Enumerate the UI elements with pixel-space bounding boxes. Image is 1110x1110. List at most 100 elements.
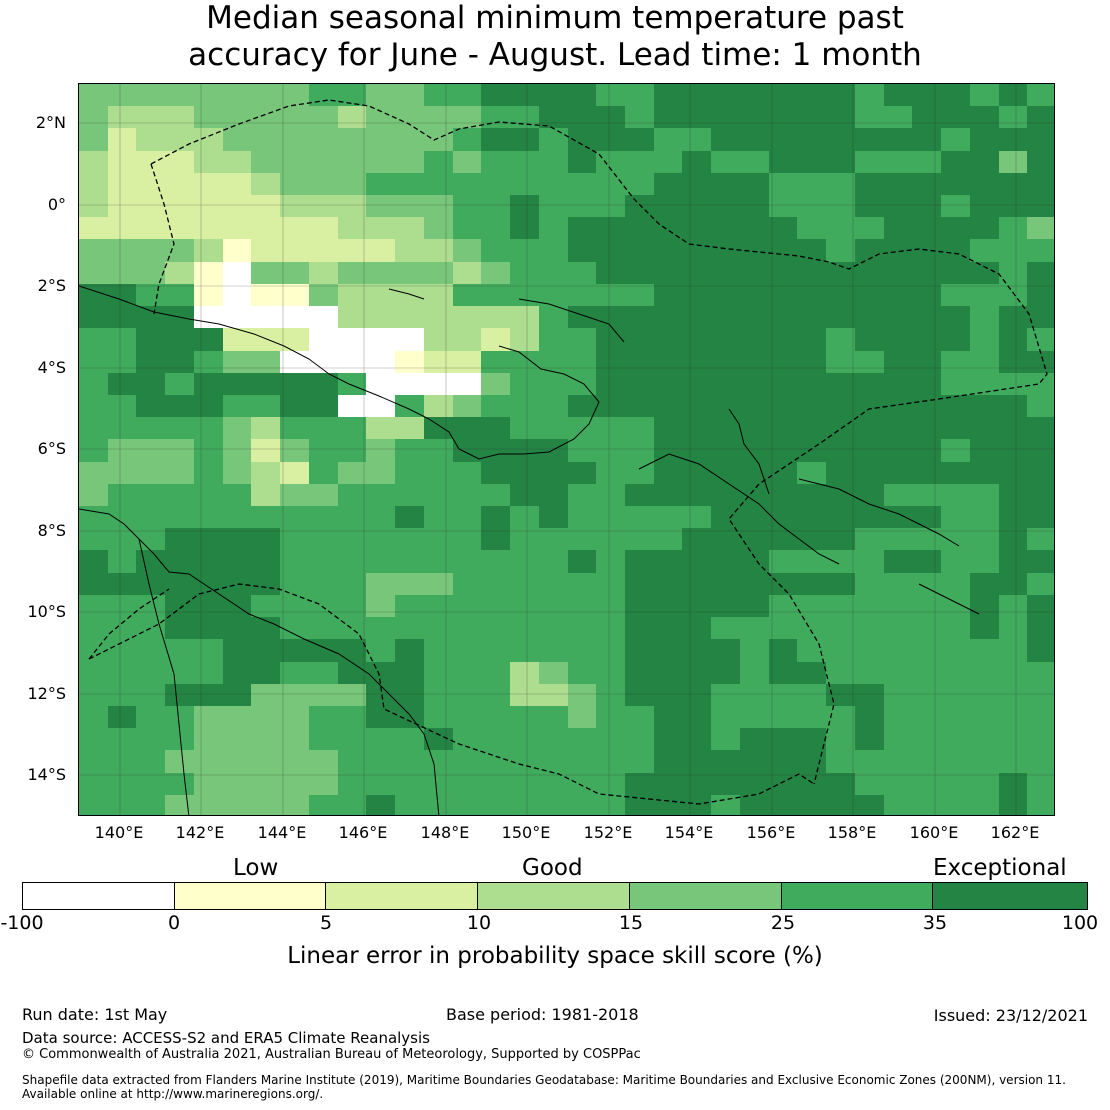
grid-cell <box>222 772 252 796</box>
grid-cell <box>366 772 396 796</box>
grid-cell <box>624 128 655 152</box>
grid-cell <box>222 372 252 396</box>
grid-cell <box>79 594 109 618</box>
grid-cell <box>739 128 770 152</box>
grid-cell <box>711 394 741 418</box>
grid-cell <box>711 617 741 640</box>
grid-cell <box>883 572 913 596</box>
grid-cell <box>1027 306 1054 329</box>
grid-cell <box>280 661 310 685</box>
grid-cell <box>165 417 195 440</box>
grid-cell <box>165 705 195 729</box>
grid-cell <box>596 617 626 640</box>
graticule <box>79 84 1054 815</box>
grid-cell <box>165 661 195 685</box>
grid-cell <box>366 439 396 463</box>
grid-cell <box>826 728 856 751</box>
grid-cell <box>222 794 252 815</box>
grid-cell <box>854 417 885 440</box>
grid-cell <box>481 794 511 815</box>
grid-cell <box>596 394 626 418</box>
grid-cell <box>308 506 339 529</box>
grid-cell <box>222 528 252 552</box>
grid-cell <box>624 528 655 552</box>
grid-cell <box>969 594 1000 618</box>
grid-cell <box>596 172 626 196</box>
grid-cell <box>624 172 655 196</box>
grid-cell <box>107 661 138 685</box>
grid-cell <box>969 217 1000 241</box>
grid-cell <box>826 394 856 418</box>
grid-cell <box>280 461 310 485</box>
grid-cell <box>165 439 195 463</box>
grid-cell <box>624 550 655 574</box>
grid-cell <box>596 128 626 152</box>
colorbar-tick: 100 <box>1061 912 1099 934</box>
grid-cell <box>941 594 971 618</box>
grid-cell <box>567 306 597 329</box>
grid-cell <box>768 150 798 174</box>
grid-cell <box>510 128 540 152</box>
grid-cell <box>826 639 856 663</box>
grid-cell <box>251 261 281 285</box>
grid-cell <box>912 772 942 796</box>
grid-cell <box>739 683 770 707</box>
grid-cell <box>768 439 798 463</box>
grid-cell <box>510 683 540 707</box>
grid-cell <box>969 572 1000 596</box>
grid-cell <box>596 728 626 751</box>
grid-cell <box>711 750 741 774</box>
grid-cell <box>797 794 827 815</box>
grid-cell <box>883 417 913 440</box>
grid-cell <box>941 283 971 307</box>
grid-cell <box>337 461 367 485</box>
grid-cell <box>538 594 569 618</box>
grid-cell <box>423 617 454 640</box>
grid-cell <box>567 328 597 352</box>
grid-cell <box>366 794 396 815</box>
grid-cell <box>826 261 856 285</box>
grid-cell <box>739 728 770 751</box>
colorbar-bin <box>23 883 175 909</box>
grid-cell <box>567 661 597 685</box>
grid-cell <box>739 106 770 129</box>
grid-cell <box>308 328 339 352</box>
grid-cell <box>969 195 1000 218</box>
grid-cell <box>251 683 281 707</box>
grid-cell <box>596 195 626 218</box>
grid-cell <box>79 217 109 241</box>
grid-cell <box>79 350 109 374</box>
grid-cell <box>452 84 482 107</box>
grid-cell <box>653 506 684 529</box>
grid-cell <box>107 750 138 774</box>
grid-cell <box>624 794 655 815</box>
grid-cell <box>510 84 540 107</box>
grid-cell <box>711 705 741 729</box>
grid-cell <box>251 750 281 774</box>
grid-cell <box>624 106 655 129</box>
grid-cell <box>998 195 1028 218</box>
grid-cell <box>596 506 626 529</box>
grid-cell <box>538 106 569 129</box>
grid-cell <box>768 261 798 285</box>
grid-cell <box>79 705 109 729</box>
grid-cell <box>739 150 770 174</box>
grid-cell <box>136 483 166 507</box>
grid-cell <box>797 728 827 751</box>
grid-cell <box>280 572 310 596</box>
grid-cell <box>222 84 252 107</box>
grid-cell <box>308 661 339 685</box>
grid-cell <box>768 506 798 529</box>
grid-cell <box>653 239 684 263</box>
grid-cell <box>481 661 511 685</box>
grid-cell <box>653 550 684 574</box>
grid-cell <box>826 661 856 685</box>
grid-cell <box>366 195 396 218</box>
grid-cell <box>941 639 971 663</box>
grid-cell <box>452 639 482 663</box>
grid-cell <box>711 661 741 685</box>
grid-cell <box>567 439 597 463</box>
grid-cell <box>308 705 339 729</box>
grid-cell <box>883 728 913 751</box>
grid-cell <box>107 128 138 152</box>
